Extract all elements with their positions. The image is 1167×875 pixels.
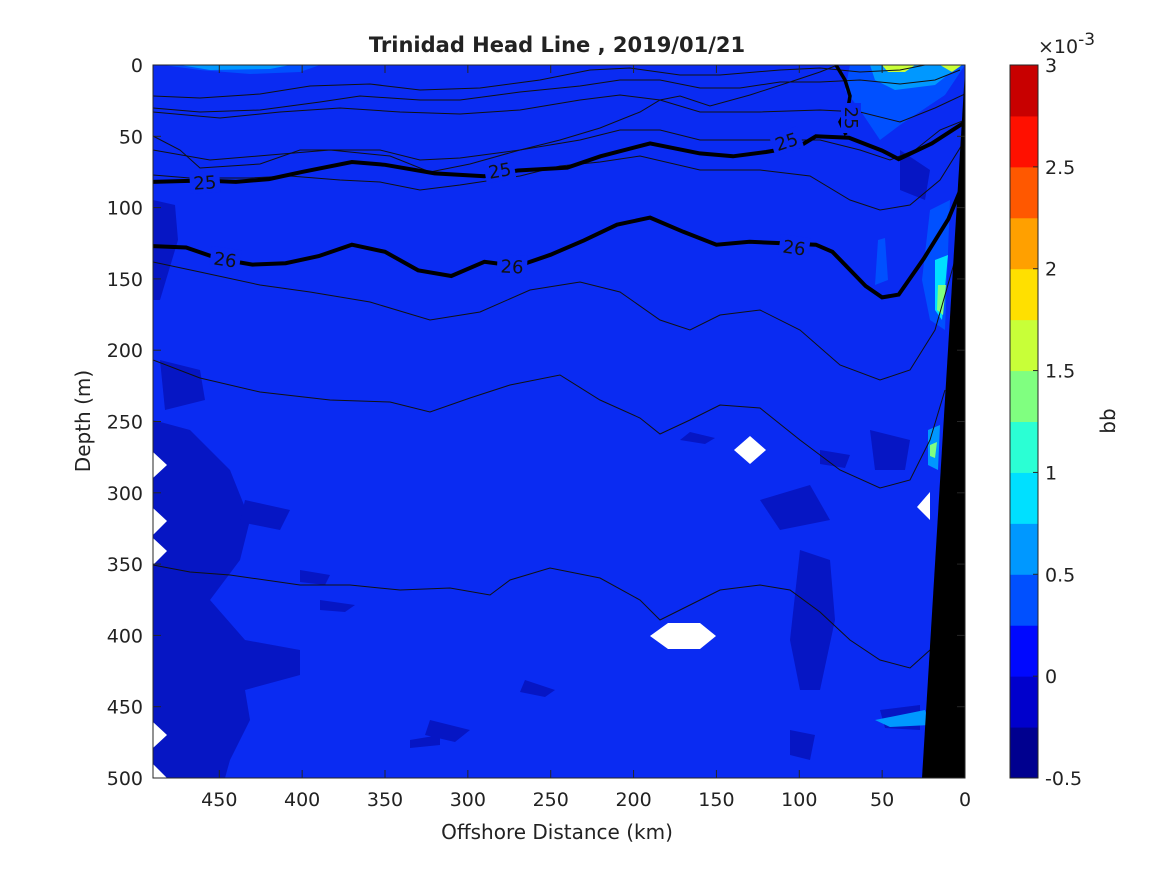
- chart-title: Trinidad Head Line , 2019/01/21: [369, 33, 745, 57]
- colorbar-swatch: [1010, 625, 1038, 677]
- y-tick-label: 250: [107, 412, 143, 434]
- contour-line-26: [153, 178, 965, 300]
- contour-label-25-b: 25: [487, 159, 513, 184]
- colorbar-tick-label: -0.5: [1045, 768, 1082, 790]
- y-tick-label: 300: [107, 483, 143, 505]
- x-tick-label: 150: [698, 789, 734, 811]
- x-tick-label: 250: [533, 789, 569, 811]
- y-tick-label: 150: [107, 269, 143, 291]
- colorbar-tick-label: 3: [1045, 55, 1057, 77]
- colorbar-tick-label: 1.5: [1045, 361, 1075, 383]
- seafloor-mask: [922, 70, 965, 778]
- y-tick-label: 0: [131, 55, 143, 77]
- thin-contours: [153, 65, 965, 669]
- colorbar-ticks: 3 2.5 2 1.5 1 0.5 0 -0.5: [1033, 55, 1082, 790]
- colorbar-swatch: [1010, 676, 1038, 728]
- colorbar-swatch: [1010, 319, 1038, 372]
- x-tick-label: 100: [781, 789, 817, 811]
- y-tick-label: 500: [107, 768, 143, 790]
- plot-area: [153, 65, 965, 778]
- missing-data-patches: [153, 436, 930, 778]
- colorbar: [1010, 65, 1038, 779]
- y-axis: 0 50 100 150 200 250 300 350 400 450 500: [107, 55, 965, 790]
- y-tick-label: 350: [107, 554, 143, 576]
- contour-label-25-d: 25: [840, 107, 861, 130]
- x-axis: 450 400 350 300 250 200 150 100 50 0: [201, 65, 971, 811]
- colorbar-swatch: [1010, 217, 1038, 270]
- contour-label-26-c: 26: [781, 237, 807, 261]
- colorbar-tick-label: 2.5: [1045, 157, 1075, 179]
- colorbar-swatch: [1010, 421, 1038, 473]
- y-axis-label: Depth (m): [71, 370, 95, 472]
- labelled-contours: [153, 120, 965, 300]
- colorbar-swatch: [1010, 166, 1038, 219]
- y-tick-label: 450: [107, 697, 143, 719]
- contour-labels: 25 25 25 25 26 26 26: [189, 103, 861, 279]
- colorbar-label: bb: [1096, 408, 1120, 433]
- x-tick-label: 400: [284, 789, 320, 811]
- colorbar-swatch: [1010, 727, 1038, 779]
- colorbar-tick-label: 0.5: [1045, 564, 1075, 586]
- x-tick-label: 450: [201, 789, 237, 811]
- colorbar-exponent-power: -3: [1078, 30, 1095, 50]
- colorbar-swatch: [1010, 472, 1038, 524]
- low-value-field: [153, 150, 930, 778]
- colorbar-frame: [1009, 64, 1039, 779]
- x-tick-label: 350: [367, 789, 403, 811]
- colorbar-exponent-base: ×10: [1038, 36, 1078, 58]
- y-tick-label: 100: [107, 198, 143, 220]
- contour-label-26-a: 26: [212, 249, 238, 273]
- colorbar-swatch: [1010, 65, 1038, 117]
- contour-line-25: [153, 120, 965, 184]
- x-tick-label: 200: [615, 789, 651, 811]
- colorbar-swatch: [1010, 115, 1038, 168]
- y-tick-label: 400: [107, 625, 143, 647]
- x-tick-label: 0: [959, 789, 971, 811]
- x-tick-label: 50: [870, 789, 894, 811]
- colorbar-tick-label: 0: [1045, 666, 1057, 688]
- colorbar-tick-label: 2: [1045, 259, 1057, 281]
- contour-label-25-a: 25: [193, 172, 217, 195]
- x-tick-label: 300: [450, 789, 486, 811]
- x-axis-label: Offshore Distance (km): [441, 820, 673, 844]
- colorbar-swatch: [1010, 268, 1038, 321]
- y-tick-label: 50: [119, 126, 143, 148]
- colorbar-swatch: [1010, 574, 1038, 626]
- colorbar-swatch: [1010, 370, 1038, 422]
- y-tick-label: 200: [107, 340, 143, 362]
- contour-label-26-b: 26: [500, 256, 524, 278]
- colorbar-exponent: ×10-3: [1038, 30, 1095, 58]
- colorbar-swatch: [1010, 523, 1038, 575]
- colorbar-tick-label: 1: [1045, 462, 1057, 484]
